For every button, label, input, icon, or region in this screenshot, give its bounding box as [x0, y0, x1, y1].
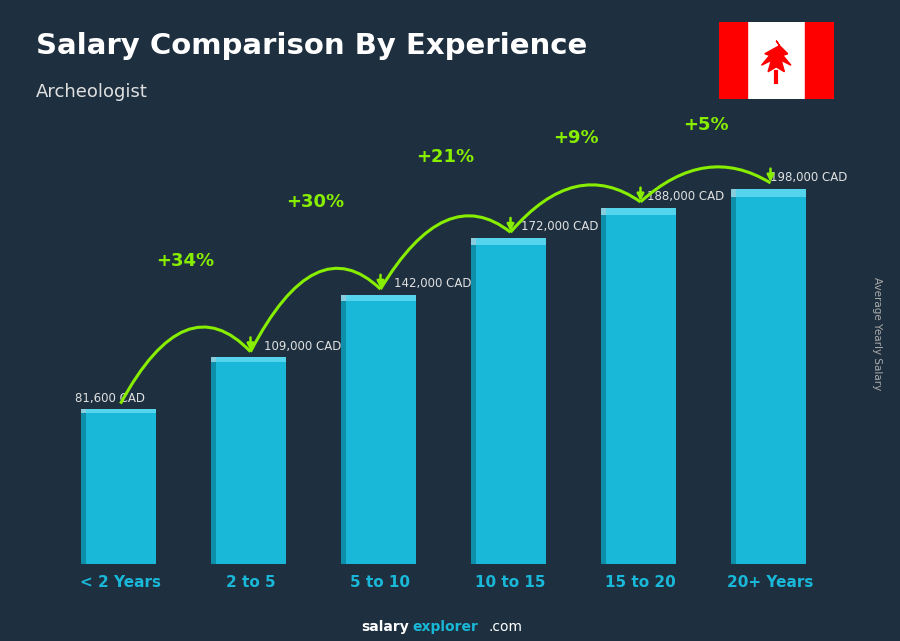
Bar [605, 208, 676, 564]
Text: 188,000 CAD: 188,000 CAD [647, 190, 725, 203]
Text: +21%: +21% [417, 148, 474, 166]
Text: explorer: explorer [412, 620, 478, 635]
Bar [734, 188, 806, 197]
Text: Salary Comparison By Experience: Salary Comparison By Experience [36, 32, 587, 60]
Bar [81, 410, 86, 413]
Bar [211, 358, 216, 362]
Bar [85, 410, 157, 413]
Bar [211, 358, 216, 564]
Bar [605, 208, 676, 215]
Bar [341, 295, 346, 564]
Polygon shape [761, 41, 791, 72]
Bar [471, 238, 476, 564]
Bar [475, 238, 546, 564]
Bar [345, 295, 416, 301]
Text: 198,000 CAD: 198,000 CAD [770, 171, 848, 184]
Bar [81, 410, 86, 564]
Text: Average Yearly Salary: Average Yearly Salary [872, 277, 883, 390]
Text: +5%: +5% [683, 115, 728, 133]
Bar [731, 188, 736, 197]
Text: .com: .com [489, 620, 523, 635]
Bar [471, 238, 476, 245]
Text: 81,600 CAD: 81,600 CAD [75, 392, 145, 405]
Text: 142,000 CAD: 142,000 CAD [393, 278, 471, 290]
Bar [345, 295, 416, 564]
Bar [85, 410, 157, 564]
Bar [475, 238, 546, 245]
Text: +9%: +9% [553, 129, 599, 147]
Bar [601, 208, 606, 215]
Text: salary: salary [362, 620, 410, 635]
Text: +30%: +30% [286, 194, 345, 212]
Bar [806, 22, 834, 99]
Bar [731, 188, 736, 564]
Text: Archeologist: Archeologist [36, 83, 148, 101]
Bar [734, 188, 806, 564]
Bar [718, 22, 747, 99]
Text: +34%: +34% [157, 252, 214, 270]
Bar [601, 208, 606, 564]
Bar [215, 358, 286, 362]
Text: 109,000 CAD: 109,000 CAD [264, 340, 341, 353]
Text: 172,000 CAD: 172,000 CAD [521, 221, 598, 233]
Bar [215, 358, 286, 564]
Bar [341, 295, 346, 301]
